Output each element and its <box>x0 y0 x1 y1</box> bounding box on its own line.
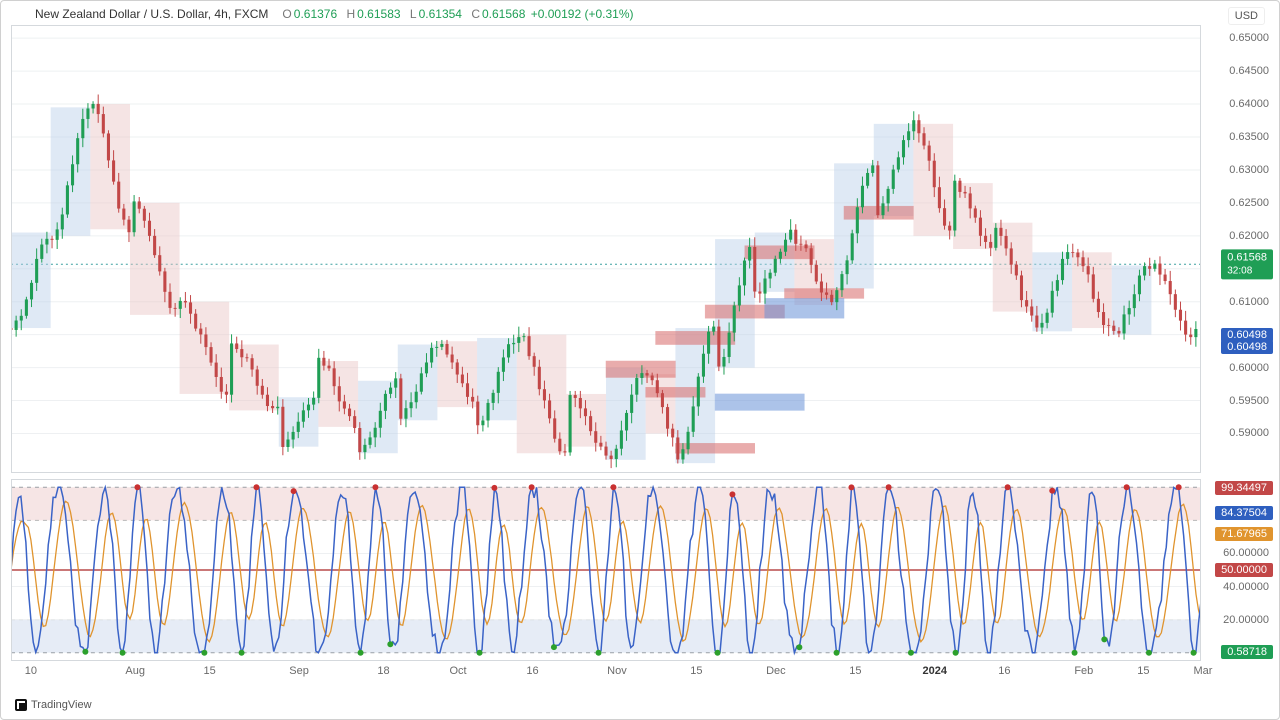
currency-badge: USD <box>1228 7 1265 25</box>
chart-title-row: New Zealand Dollar / U.S. Dollar, 4h, FX… <box>35 7 633 21</box>
ohlc-change: +0.00192 (+0.31%) <box>531 7 634 21</box>
time-axis-label: 18 <box>377 665 389 677</box>
time-axis-label: 15 <box>690 665 702 677</box>
time-axis-label: 10 <box>25 665 37 677</box>
ohlc-o: 0.61376 <box>294 7 337 21</box>
price-close-tag: 0.6156832:08 <box>1221 250 1273 279</box>
time-axis-label: 2024 <box>923 665 947 677</box>
time-axis-label: Mar <box>1194 665 1213 677</box>
tradingview-icon <box>15 699 27 711</box>
time-axis-label: Sep <box>289 665 309 677</box>
price-y-axis[interactable]: 0.650000.645000.640000.635000.630000.625… <box>1207 25 1273 473</box>
ohlc-readout: O0.61376 H0.61583 L0.61354 C0.61568 +0.0… <box>276 7 633 21</box>
tradingview-label: TradingView <box>31 699 92 711</box>
chart-root[interactable]: New Zealand Dollar / U.S. Dollar, 4h, FX… <box>0 0 1280 720</box>
oscillator-y-axis[interactable]: 60.0000040.0000020.0000099.3449784.37504… <box>1207 479 1273 661</box>
osc-svg <box>11 479 1201 661</box>
ohlc-c: 0.61568 <box>482 7 525 21</box>
time-axis-label: Nov <box>607 665 627 677</box>
price-panel[interactable] <box>11 25 1201 473</box>
time-axis-label: 15 <box>849 665 861 677</box>
symbol-label[interactable]: New Zealand Dollar / U.S. Dollar, 4h, FX… <box>35 7 268 21</box>
price-svg <box>11 25 1201 473</box>
time-axis-label: Oct <box>449 665 466 677</box>
oscillator-panel[interactable] <box>11 479 1201 661</box>
time-axis-label: 15 <box>1137 665 1149 677</box>
ohlc-l: 0.61354 <box>419 7 462 21</box>
time-axis-label: Aug <box>125 665 145 677</box>
time-axis-label: 15 <box>204 665 216 677</box>
tradingview-logo[interactable]: TradingView <box>15 699 92 711</box>
time-axis[interactable]: 10Aug15Sep18Oct16Nov15Dec15202416Feb15Ma… <box>11 665 1201 683</box>
time-axis-label: Feb <box>1074 665 1093 677</box>
time-axis-label: 16 <box>526 665 538 677</box>
time-axis-label: 16 <box>998 665 1010 677</box>
time-axis-label: Dec <box>766 665 786 677</box>
ohlc-h: 0.61583 <box>357 7 400 21</box>
